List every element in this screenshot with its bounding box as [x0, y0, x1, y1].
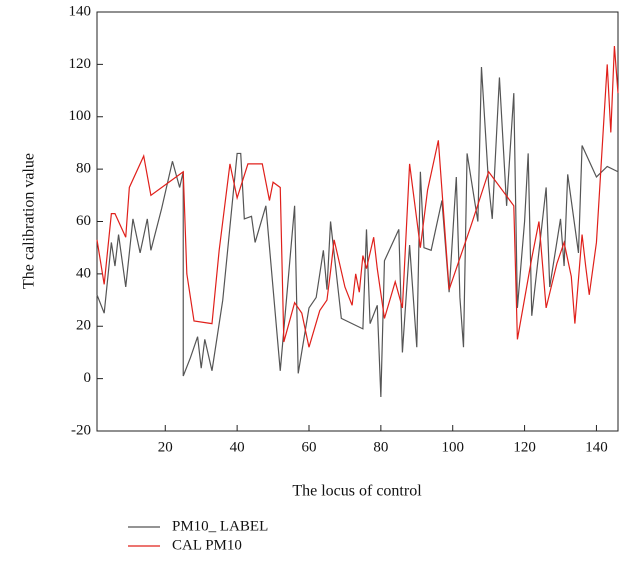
y-axis-label: The calibration value	[21, 153, 38, 289]
plot-frame	[96, 11, 619, 432]
x-tick-label: 120	[513, 439, 536, 455]
y-tick-label: 120	[69, 56, 92, 72]
y-tick-label: -20	[71, 422, 91, 438]
legend-label: CAL PM10	[172, 537, 242, 553]
y-tick-label: 60	[76, 213, 91, 229]
y-tick-label: 20	[76, 318, 91, 334]
line-series	[96, 45, 619, 348]
x-axis-label: The locus of control	[292, 483, 422, 500]
y-tick-label: 100	[69, 108, 92, 124]
x-tick-label: 140	[585, 439, 608, 455]
legend-label: PM10_ LABEL	[172, 518, 268, 534]
x-tick-label: 40	[230, 439, 245, 455]
x-tick-label: 60	[301, 439, 316, 455]
x-tick-label: 100	[441, 439, 464, 455]
y-tick-label: 80	[76, 161, 91, 177]
y-tick-label: 40	[76, 265, 91, 281]
x-tick-label: 80	[373, 439, 388, 455]
x-tick-label: 20	[158, 439, 173, 455]
line-series	[96, 66, 619, 397]
y-tick-label: 140	[69, 3, 92, 19]
y-tick-label: 0	[84, 370, 92, 386]
